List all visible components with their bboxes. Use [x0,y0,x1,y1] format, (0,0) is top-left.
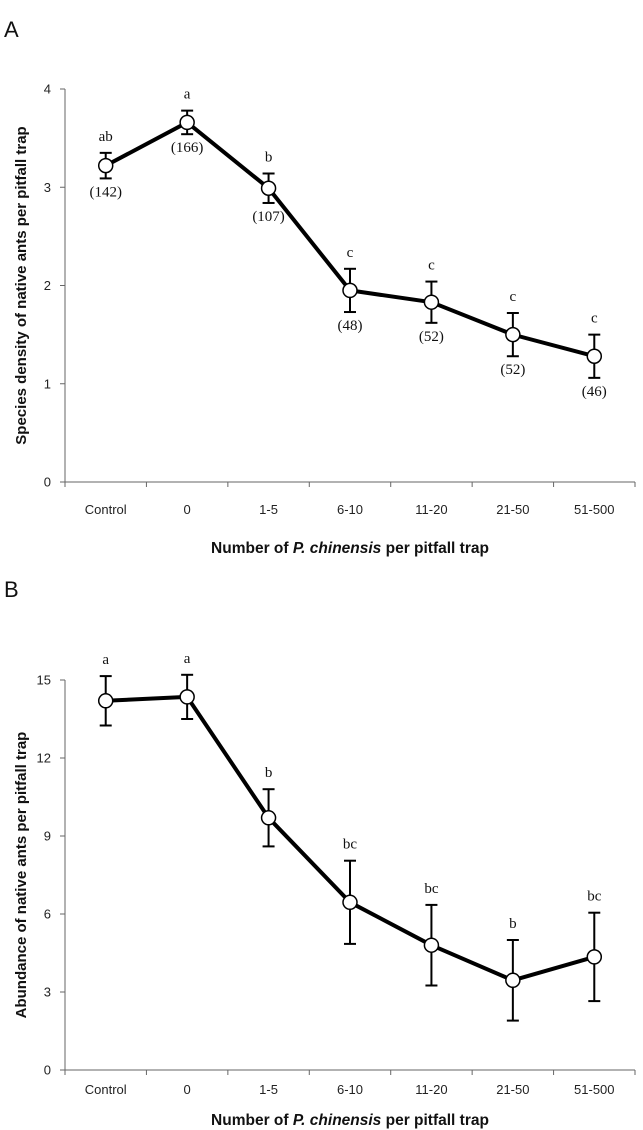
sample-size-label: (166) [171,140,204,156]
panel-letter-b: B [4,577,19,602]
data-point [97,693,114,709]
data-point [179,689,195,705]
x-tick-label: 1-5 [259,1082,278,1097]
data-point [505,972,521,989]
y-axis-title: Abundance of native ants per pitfall tra… [13,732,30,1019]
x-tick-label: 0 [184,502,191,517]
x-axis-title: Number of P. chinensis per pitfall trap [211,540,489,557]
x-tick-label: 11-20 [415,502,447,517]
y-tick-label: 0 [44,1063,51,1078]
x-tick-label: 6-10 [337,502,363,517]
y-tick-label: 6 [44,907,51,922]
x-tick-label: 6-10 [337,1082,363,1097]
significance-letter: c [510,289,517,305]
significance-letter: bc [587,889,602,905]
sample-size-label: (142) [89,184,122,200]
sample-size-label: (52) [500,362,525,378]
panel-letter-a: A [4,17,19,42]
significance-letter: ab [99,129,113,145]
significance-letter: c [428,258,435,274]
data-point [423,937,440,953]
x-tick-label: 21-50 [496,502,529,517]
data-point [586,949,603,965]
significance-letter: bc [343,837,358,853]
data-point [342,282,358,299]
sample-size-label: (107) [252,209,285,225]
x-tick-label: Control [85,502,127,517]
significance-letter: a [184,651,191,667]
data-point [260,810,277,826]
significance-letter: c [591,311,598,327]
y-tick-label: 0 [44,475,51,490]
x-axis-title-part: per pitfall trap [381,1112,489,1129]
x-axis-title-part: P. chinensis [293,540,382,557]
y-tick-label: 15 [37,673,51,688]
x-axis-title-part: Number of [211,1112,293,1129]
x-tick-label: 11-20 [415,1082,447,1097]
significance-letter: a [102,652,109,668]
x-tick-label: 1-5 [259,502,278,517]
y-tick-label: 12 [37,751,51,766]
y-tick-label: 3 [44,180,51,195]
x-tick-label: 51-500 [574,1082,614,1097]
y-tick-label: 4 [44,82,51,97]
data-point [260,180,277,196]
significance-letter: bc [424,881,439,897]
significance-letter: a [184,87,191,103]
data-point [342,894,358,911]
x-axis-title: Number of P. chinensis per pitfall trap [211,1112,489,1129]
x-tick-label: 51-500 [574,502,614,517]
data-point [423,294,440,310]
sample-size-label: (48) [338,318,363,334]
y-tick-label: 9 [44,829,51,844]
y-tick-label: 3 [44,985,51,1000]
y-tick-label: 2 [44,278,51,293]
significance-letter: b [509,916,517,932]
x-axis-title-part: per pitfall trap [381,540,489,557]
y-tick-label: 1 [44,376,51,391]
x-axis-title-part: P. chinensis [293,1112,382,1129]
x-axis-title-part: Number of [211,540,293,557]
sample-size-label: (52) [419,329,444,345]
x-tick-label: Control [85,1082,127,1097]
significance-letter: b [265,149,273,165]
x-tick-label: 0 [184,1082,191,1097]
significance-letter: c [347,245,354,261]
panel-b: B 0 3 6 9 12 15 Control 0 1-5 6-10 11-20 21-50 51-50… [4,577,636,1129]
data-point [586,348,603,364]
sample-size-label: (46) [582,384,607,400]
data-point [505,326,521,343]
significance-letter: b [265,765,273,781]
data-point [97,157,114,174]
y-axis-title: Species density of native ants per pitfa… [13,126,30,444]
data-point [179,114,195,131]
x-tick-label: 21-50 [496,1082,529,1097]
panel-a: A 0 1 2 3 4 Control 0 1-5 6-10 11-20 21-50 51-500 Sp… [4,17,636,557]
